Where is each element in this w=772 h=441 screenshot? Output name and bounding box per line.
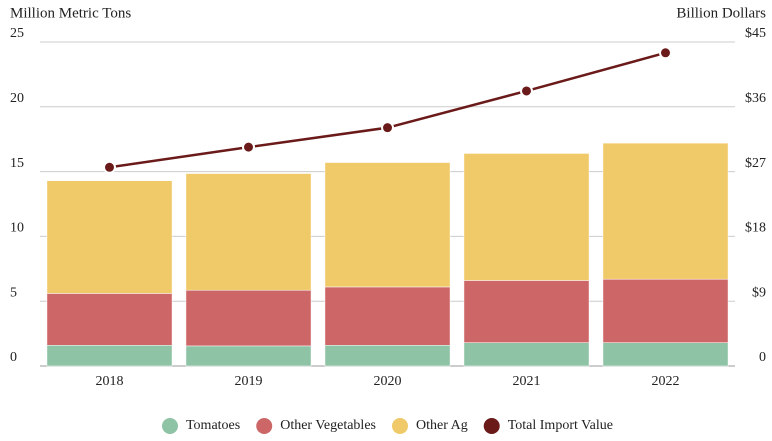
bar-segment xyxy=(324,286,451,346)
bar-segment xyxy=(46,180,173,294)
line-point xyxy=(659,46,672,60)
y-tick-label: 5 xyxy=(10,285,17,300)
line-point xyxy=(381,121,394,135)
y2-tick-label: $18 xyxy=(745,221,766,236)
y-axis-title: Million Metric Tons xyxy=(10,5,131,21)
legend-marker xyxy=(161,418,178,434)
legend-marker xyxy=(256,418,273,434)
legend-label: Other Vegetables xyxy=(280,418,376,433)
bar-segment xyxy=(185,289,312,347)
legend-label: Tomatoes xyxy=(186,418,240,433)
bar-segment xyxy=(602,278,729,343)
y2-tick-label: $45 xyxy=(745,26,766,41)
x-tick-label: 2019 xyxy=(235,374,263,389)
x-tick-label: 2018 xyxy=(96,374,124,389)
bar-segment xyxy=(185,173,312,291)
x-tick-label: 2021 xyxy=(513,374,541,389)
y2-tick-label: 0 xyxy=(759,350,766,365)
bar-segment xyxy=(463,280,590,343)
x-tick-label: 2020 xyxy=(374,374,402,389)
bar-segment xyxy=(463,342,590,367)
bar-segment xyxy=(324,345,451,367)
bar-segment xyxy=(463,153,590,281)
y2-tick-label: $9 xyxy=(752,285,766,300)
bar-segment xyxy=(185,345,312,367)
legend-label: Other Ag xyxy=(416,418,468,433)
line-point xyxy=(103,160,116,174)
legend-label: Total Import Value xyxy=(508,418,613,433)
legend-marker xyxy=(391,418,408,434)
bar-segment xyxy=(602,142,729,280)
bar-segment xyxy=(602,342,729,367)
y-tick-label: 15 xyxy=(10,156,24,171)
line-point xyxy=(242,140,255,154)
bar-segment xyxy=(324,162,451,288)
line-point xyxy=(520,84,533,98)
line xyxy=(109,51,666,169)
legend-marker xyxy=(483,418,500,434)
y2-axis-title: Billion Dollars xyxy=(676,5,766,21)
y-tick-label: 0 xyxy=(10,350,17,365)
y-tick-label: 25 xyxy=(10,26,24,41)
bar-segment xyxy=(46,345,173,367)
x-tick-label: 2022 xyxy=(652,374,680,389)
bar-segment xyxy=(46,293,173,346)
y2-tick-label: $36 xyxy=(745,91,766,106)
y2-tick-label: $27 xyxy=(745,156,766,171)
y-tick-label: 20 xyxy=(10,91,24,106)
y-tick-label: 10 xyxy=(10,221,24,236)
